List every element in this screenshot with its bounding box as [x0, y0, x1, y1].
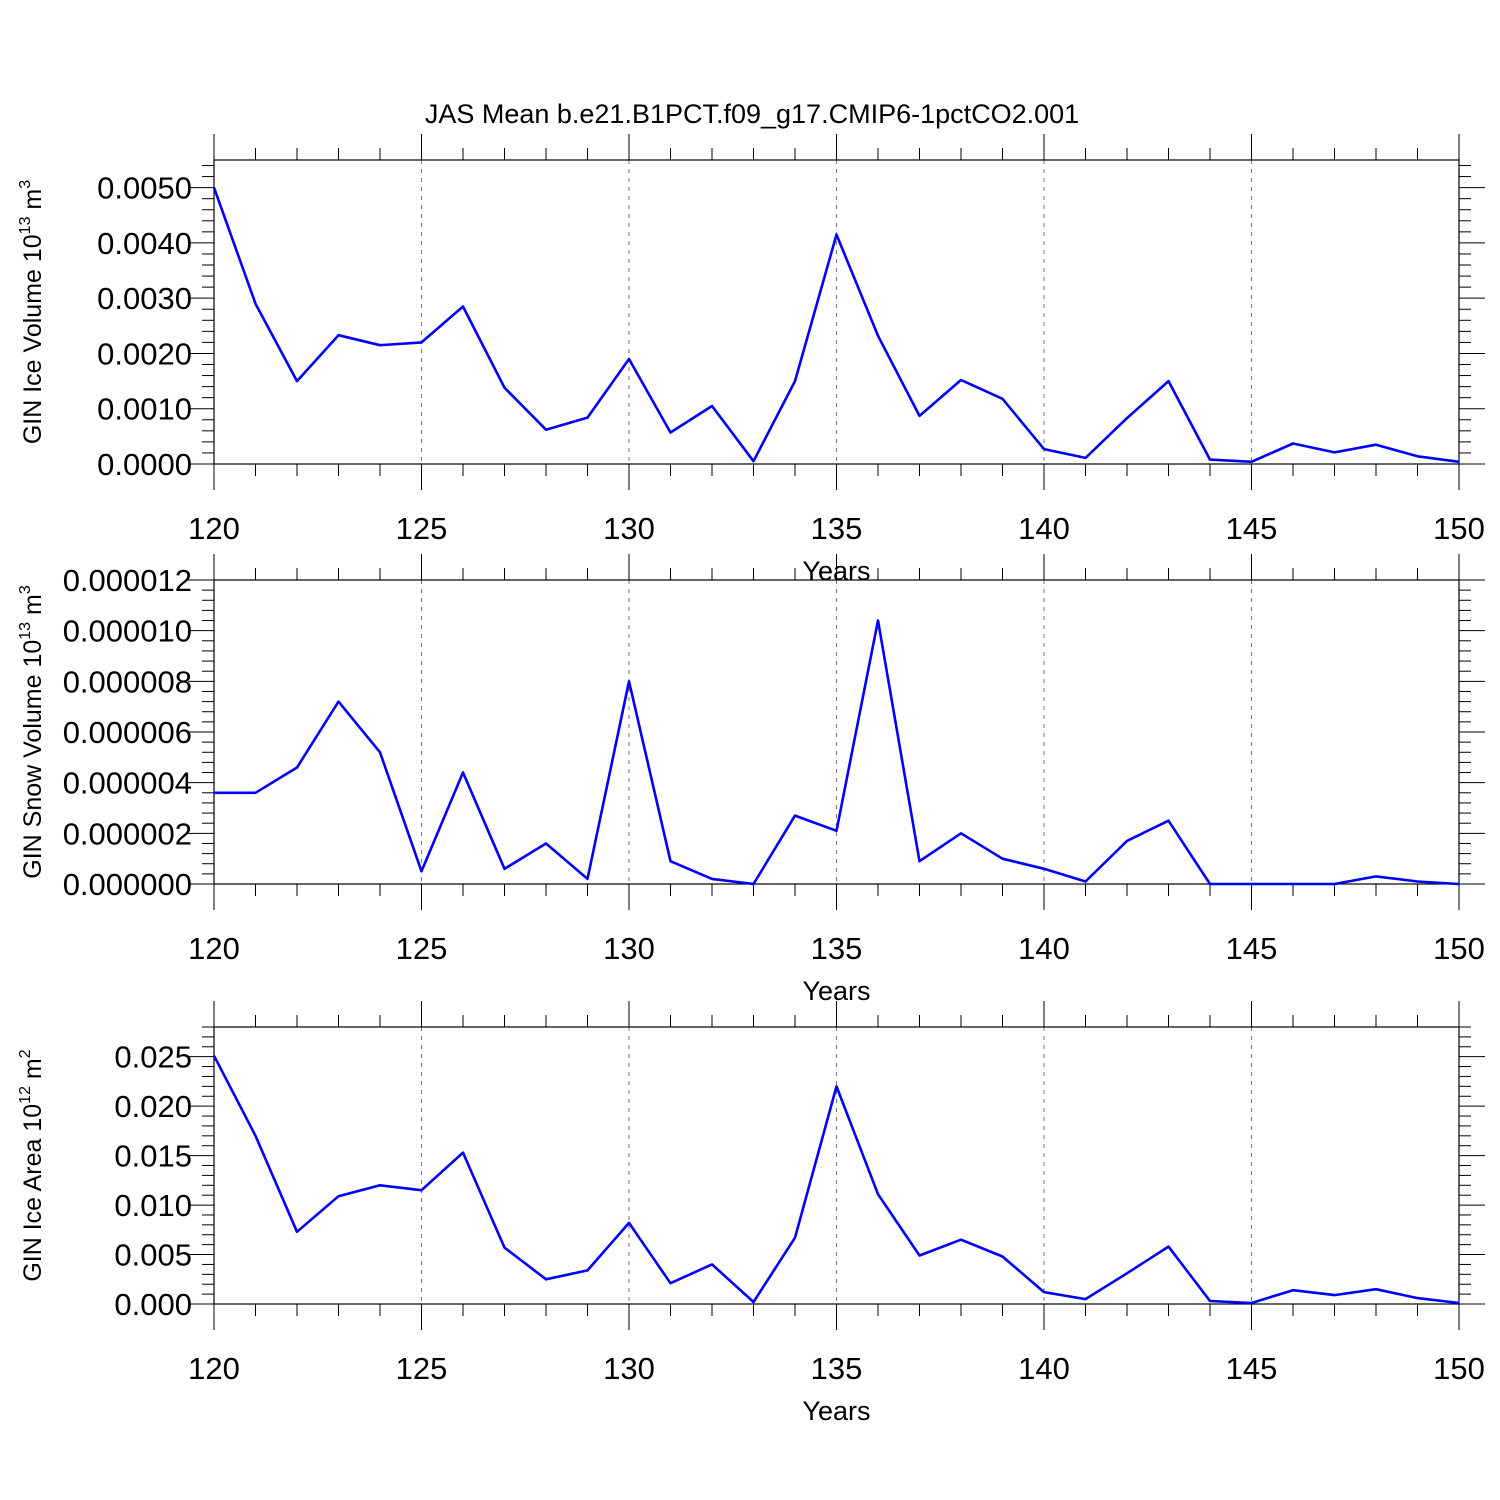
y-tick-label: 0.0050 [97, 171, 192, 206]
y-tick-label: 0.000006 [63, 715, 192, 750]
y-axis-label-exponent: 13 [17, 216, 34, 234]
x-tick-label: 120 [188, 511, 240, 546]
x-tick-label: 120 [188, 1351, 240, 1386]
y-tick-label: 0.020 [114, 1089, 192, 1124]
x-tick-label: 135 [811, 931, 863, 966]
series-line [214, 619, 1460, 886]
chart-panel-2: 0.000000 0.000002 0.000004 0.000006 0.000008… [17, 554, 1485, 1006]
y-axis-label-unit: m [19, 1058, 47, 1086]
x-tick-label: 145 [1226, 931, 1278, 966]
chart-panel-1: 0.0000 0.0010 0.0020 0.0030 0.0040 0.0050 120 1… [17, 134, 1485, 586]
x-tick-label: 135 [811, 511, 863, 546]
chart-panel-3: 0.000 0.005 0.010 0.015 0.020 0.025 120 125 130 1… [17, 1001, 1485, 1426]
y-axis-label-exponent: 12 [17, 1086, 34, 1104]
y-tick-label: 0.000 [114, 1287, 192, 1322]
x-tick-label: 130 [603, 511, 655, 546]
plot-frame [213, 579, 1460, 885]
y-axis-label-unit-exponent: 3 [17, 180, 34, 189]
series-line [212, 187, 1460, 464]
y-tick-label: 0.0000 [97, 447, 192, 482]
y-axis-label-unit-exponent: 2 [17, 1049, 34, 1058]
y-tick-label: 0.0030 [97, 281, 192, 316]
x-axis-label: Years [802, 1396, 870, 1426]
x-tick-label: 120 [188, 931, 240, 966]
series-line [212, 1055, 1460, 1305]
y-axis-label-text: GIN Ice Volume 10 [19, 234, 47, 444]
x-tick-label: 130 [603, 931, 655, 966]
y-axis-label: GIN Ice Area 1012 m2 [17, 1049, 47, 1281]
x-tick-label: 145 [1226, 1351, 1278, 1386]
x-tick-label: 150 [1433, 931, 1485, 966]
x-tick-label: 125 [396, 931, 448, 966]
x-tick-label: 125 [396, 511, 448, 546]
x-tick-label: 140 [1018, 1351, 1070, 1386]
y-axis-label: GIN Snow Volume 1013 m3 [17, 585, 47, 879]
y-tick-label: 0.000012 [63, 563, 192, 598]
y-tick-label: 0.015 [114, 1139, 192, 1174]
y-tick-label: 0.000010 [63, 614, 192, 649]
y-tick-label: 0.0010 [97, 392, 192, 427]
y-tick-label: 0.025 [114, 1040, 192, 1075]
y-axis-label-text: GIN Ice Area 10 [19, 1104, 47, 1282]
y-axis-label-unit: m [19, 594, 47, 622]
y-tick-label: 0.000004 [63, 766, 192, 801]
x-tick-label: 135 [811, 1351, 863, 1386]
x-tick-label: 140 [1018, 511, 1070, 546]
y-tick-label: 0.000008 [63, 664, 192, 699]
y-tick-label: 0.000000 [63, 867, 192, 902]
y-axis-label-text: GIN Snow Volume 10 [19, 640, 47, 879]
x-tick-label: 130 [603, 1351, 655, 1386]
y-tick-label: 0.010 [114, 1188, 192, 1223]
plot-frame [213, 159, 1460, 465]
plot-frame [213, 1026, 1460, 1305]
x-tick-label: 150 [1433, 1351, 1485, 1386]
panels: 0.0000 0.0010 0.0020 0.0030 0.0040 0.0050 120 1… [17, 134, 1485, 1426]
x-tick-label: 150 [1433, 511, 1485, 546]
y-axis-label: GIN Ice Volume 1013 m3 [17, 180, 47, 444]
x-tick-label: 125 [396, 1351, 448, 1386]
x-tick-label: 140 [1018, 931, 1070, 966]
x-tick-label: 145 [1226, 511, 1278, 546]
y-tick-label: 0.0040 [97, 226, 192, 261]
y-axis-label-unit-exponent: 3 [17, 585, 34, 594]
y-axis-label-exponent: 13 [17, 622, 34, 640]
y-tick-label: 0.005 [114, 1238, 192, 1273]
y-axis-label-unit: m [19, 189, 47, 217]
y-tick-label: 0.0020 [97, 336, 192, 371]
figure-title: JAS Mean b.e21.B1PCT.f09_g17.CMIP6-1pctC… [425, 99, 1079, 129]
y-tick-label: 0.000002 [63, 816, 192, 851]
